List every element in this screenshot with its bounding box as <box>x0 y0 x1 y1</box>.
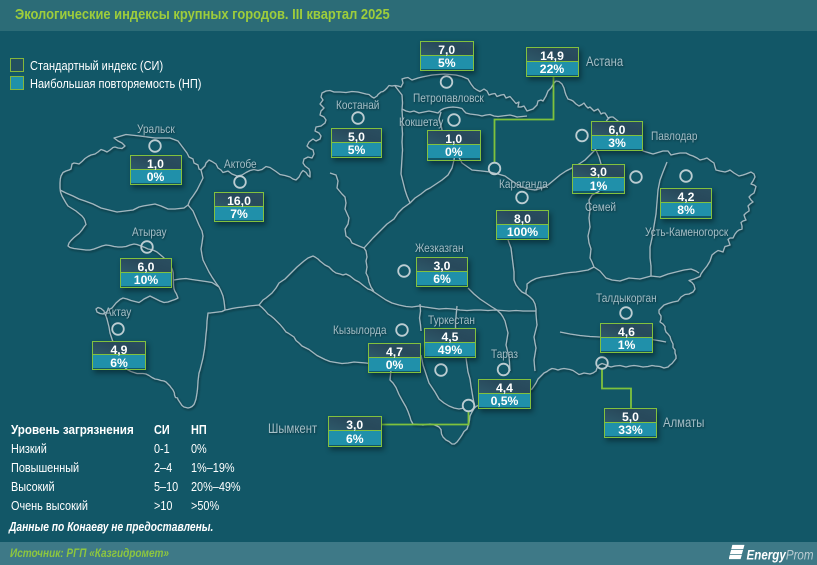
svg-text:EnergyProm: EnergyProm <box>747 547 814 562</box>
